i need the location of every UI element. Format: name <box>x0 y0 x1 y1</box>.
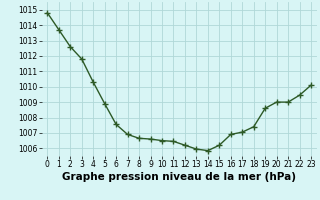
X-axis label: Graphe pression niveau de la mer (hPa): Graphe pression niveau de la mer (hPa) <box>62 172 296 182</box>
